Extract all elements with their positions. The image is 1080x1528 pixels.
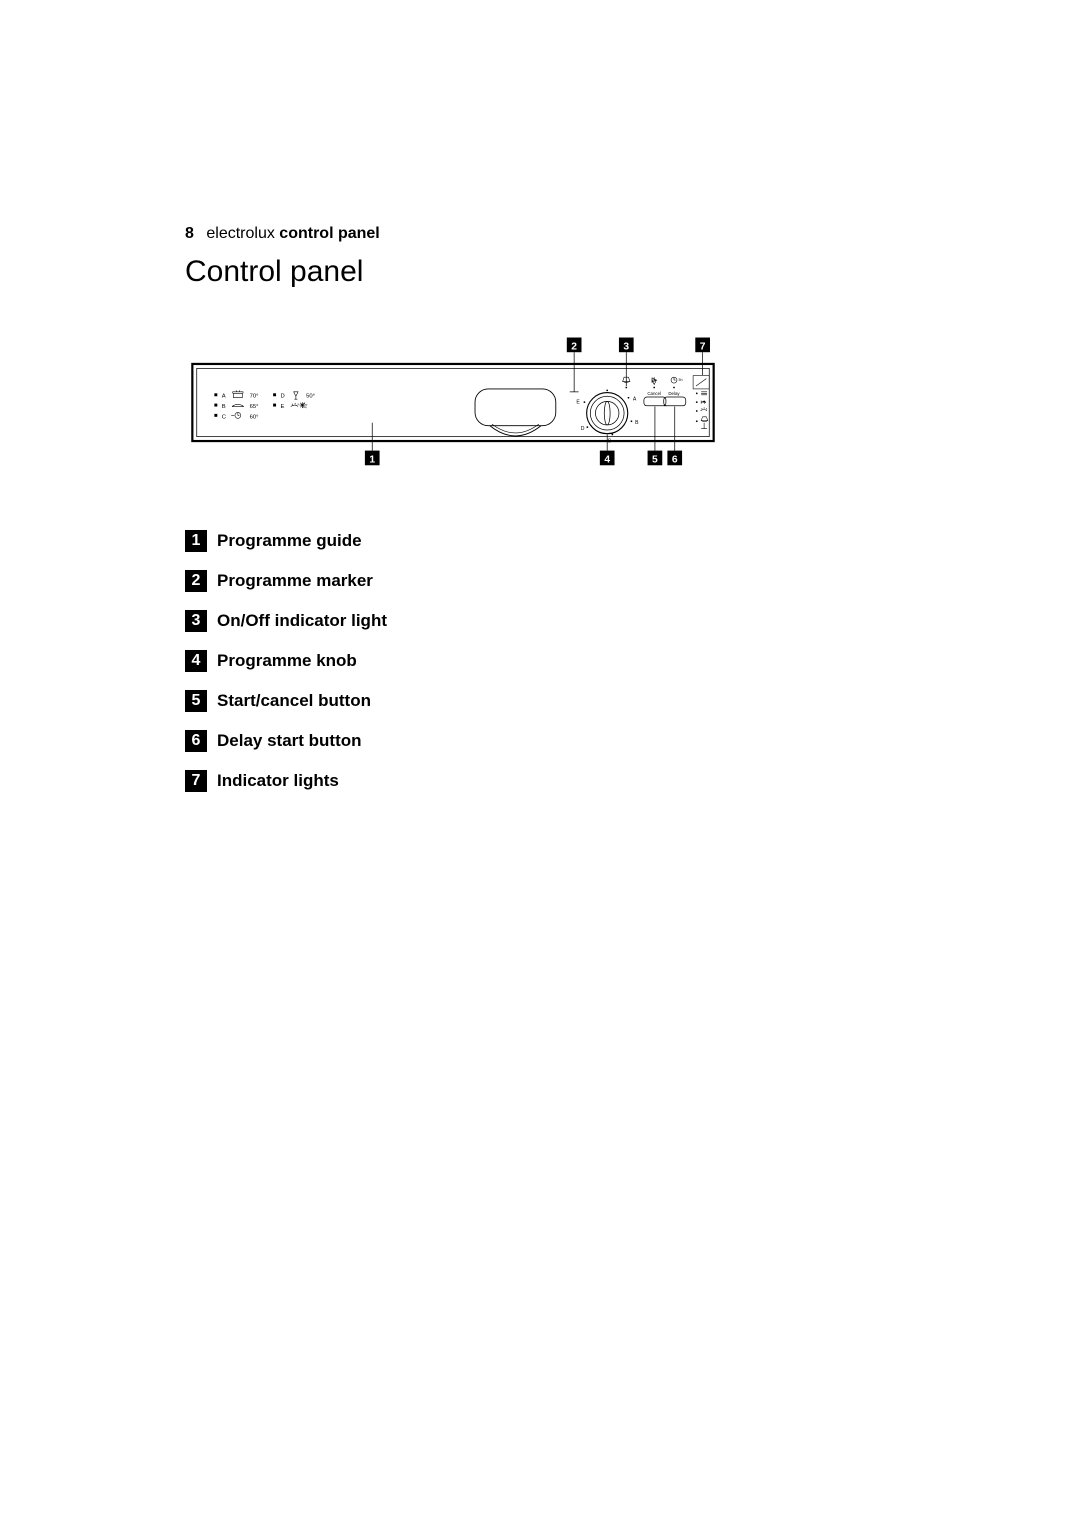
legend-badge: 7 bbox=[185, 770, 207, 792]
svg-text:B: B bbox=[222, 404, 226, 410]
legend-item: 2 Programme marker bbox=[185, 570, 387, 592]
legend-list: 1 Programme guide 2 Programme marker 3 O… bbox=[185, 530, 387, 810]
page-header: 8 electrolux control panel bbox=[185, 225, 380, 243]
programme-knob: A B C D E bbox=[576, 390, 639, 445]
indicator-lights bbox=[693, 376, 709, 429]
svg-text:Delay: Delay bbox=[668, 391, 680, 396]
svg-text:A: A bbox=[222, 394, 226, 400]
svg-text:C: C bbox=[222, 414, 227, 420]
knob-positions: A B C D E bbox=[576, 390, 639, 445]
svg-text:1: 1 bbox=[369, 454, 375, 465]
star-icon bbox=[300, 402, 308, 408]
svg-text:E: E bbox=[576, 400, 580, 406]
delay-button-group: 3h Delay bbox=[668, 377, 682, 396]
callouts: 1 2 3 4 5 6 7 bbox=[365, 338, 710, 466]
legend-item: 6 Delay start button bbox=[185, 730, 387, 752]
svg-text:2: 2 bbox=[571, 341, 577, 352]
svg-text:65°: 65° bbox=[250, 404, 259, 410]
legend-label: Delay start button bbox=[217, 731, 362, 751]
svg-text:D: D bbox=[280, 394, 284, 400]
prog-row-d: D 50° bbox=[273, 392, 315, 400]
page-number: 8 bbox=[185, 225, 194, 242]
control-panel-diagram: A 70° B 65° C 60° bbox=[185, 310, 721, 495]
svg-text:E: E bbox=[280, 404, 284, 410]
svg-text:6: 6 bbox=[672, 454, 678, 465]
legend-label: On/Off indicator light bbox=[217, 611, 387, 631]
button-cluster: Cancel 3h Delay bbox=[644, 375, 686, 406]
prog-row-e: E bbox=[273, 402, 307, 410]
legend-badge: 6 bbox=[185, 730, 207, 752]
legend-item: 3 On/Off indicator light bbox=[185, 610, 387, 632]
svg-text:D: D bbox=[581, 426, 585, 432]
legend-item: 5 Start/cancel button bbox=[185, 690, 387, 712]
brand-name: electrolux bbox=[206, 225, 274, 242]
pot-icon bbox=[233, 390, 243, 397]
svg-text:3h: 3h bbox=[678, 378, 682, 382]
programme-guide-block: A 70° B 65° C 60° bbox=[214, 390, 315, 420]
svg-text:A: A bbox=[633, 397, 637, 403]
prog-row-b: B 65° bbox=[214, 404, 258, 410]
svg-text:7: 7 bbox=[700, 341, 706, 352]
section-name: control panel bbox=[279, 225, 379, 242]
svg-text:4: 4 bbox=[604, 454, 610, 465]
legend-item: 1 Programme guide bbox=[185, 530, 387, 552]
legend-label: Programme knob bbox=[217, 651, 357, 671]
glass-icon bbox=[294, 392, 298, 399]
cancel-button-group: Cancel bbox=[647, 375, 661, 396]
door-handle bbox=[475, 389, 556, 436]
clock-icon bbox=[231, 412, 241, 418]
svg-text:50°: 50° bbox=[306, 394, 315, 400]
legend-badge: 3 bbox=[185, 610, 207, 632]
legend-badge: 5 bbox=[185, 690, 207, 712]
dishes-icon bbox=[232, 404, 244, 406]
legend-label: Programme guide bbox=[217, 531, 362, 551]
legend-badge: 4 bbox=[185, 650, 207, 672]
legend-label: Programme marker bbox=[217, 571, 373, 591]
legend-label: Indicator lights bbox=[217, 771, 339, 791]
svg-text:B: B bbox=[635, 420, 639, 426]
legend-badge: 2 bbox=[185, 570, 207, 592]
prog-row-c: C 60° bbox=[214, 412, 258, 420]
page-title: Control panel bbox=[185, 255, 363, 289]
svg-text:70°: 70° bbox=[250, 394, 259, 400]
svg-text:C: C bbox=[608, 439, 612, 445]
page: 8 electrolux control panel Control panel… bbox=[0, 0, 1080, 1528]
legend-badge: 1 bbox=[185, 530, 207, 552]
svg-text:Cancel: Cancel bbox=[647, 391, 661, 396]
diagram-svg: A 70° B 65° C 60° bbox=[185, 310, 721, 495]
svg-text:60°: 60° bbox=[250, 414, 259, 420]
legend-item: 7 Indicator lights bbox=[185, 770, 387, 792]
legend-label: Start/cancel button bbox=[217, 691, 371, 711]
svg-text:3: 3 bbox=[623, 341, 629, 352]
legend-item: 4 Programme knob bbox=[185, 650, 387, 672]
rinse-icon bbox=[291, 403, 298, 407]
prog-row-a: A 70° bbox=[214, 390, 258, 399]
svg-text:5: 5 bbox=[652, 454, 658, 465]
